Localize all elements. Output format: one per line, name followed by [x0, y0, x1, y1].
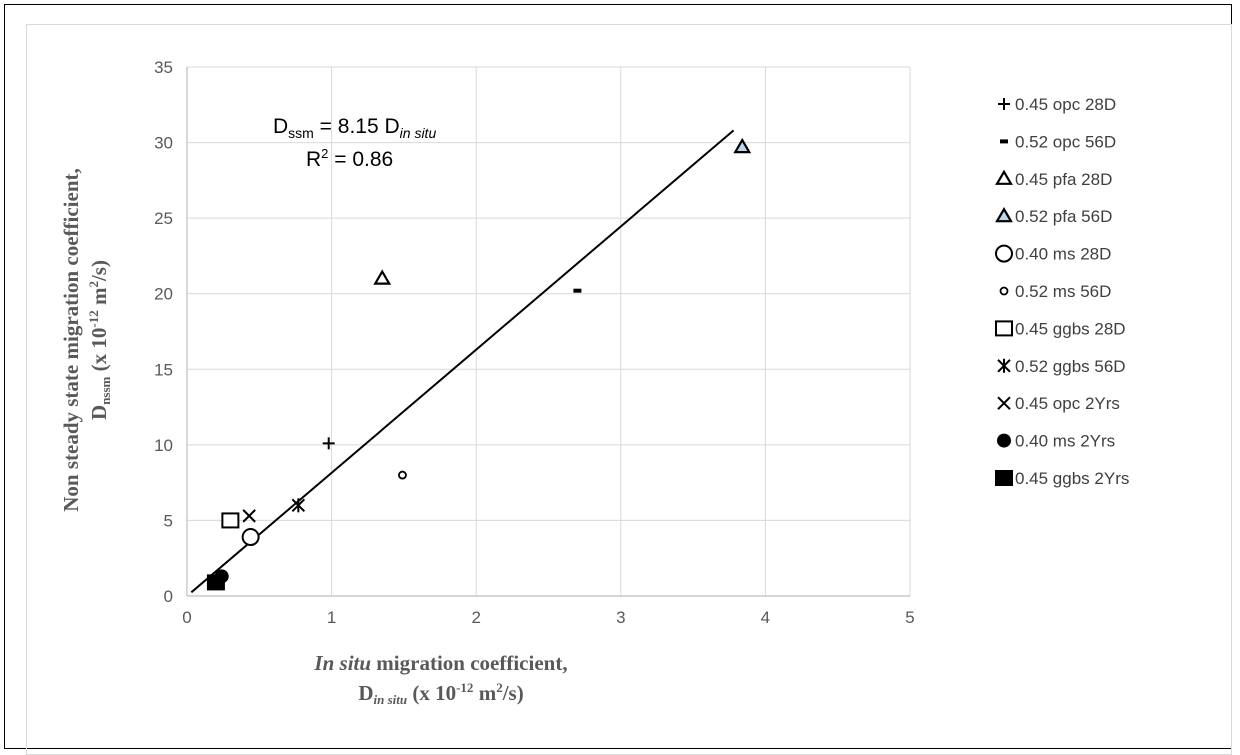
legend-item: 0.40 ms 2Yrs	[997, 432, 1115, 451]
y-tick-label: 10	[154, 436, 173, 455]
equation-sub: ssm	[288, 125, 314, 141]
legend-marker	[995, 320, 1013, 337]
legend-label: 0.52 pfa 56D	[1015, 207, 1112, 226]
legend-marker	[995, 244, 1013, 263]
legend-label: 0.45 opc 2Yrs	[1015, 394, 1120, 413]
legend-marker	[997, 396, 1011, 410]
gridlines	[187, 66, 911, 596]
y-tick-labels: 0 5 10 15 20 25 30 35	[154, 58, 173, 606]
legend-item: 0.40 ms 28D	[995, 244, 1111, 264]
legend-label: 0.52 opc 56D	[1015, 132, 1116, 151]
equation-main: D	[273, 115, 288, 138]
data-point	[221, 512, 240, 529]
x-tick-label: 5	[905, 608, 914, 627]
legend-item: 0.52 pfa 56D	[995, 207, 1112, 226]
legend-label: 0.45 ggbs 28D	[1015, 319, 1126, 338]
trendline-equation: Dssm = 8.15 Din situ	[273, 115, 436, 141]
y-tick-label: 35	[154, 58, 173, 77]
legend-label: 0.45 ggbs 2Yrs	[1015, 469, 1129, 488]
x-axis-title-line1: In situ migration coefficient,	[313, 651, 567, 675]
data-point	[241, 528, 260, 547]
data-point	[206, 574, 225, 591]
legend-item: 0.45 opc 28D	[998, 95, 1116, 114]
axes	[186, 67, 910, 597]
x-tick-label: 4	[761, 608, 770, 627]
y-tick-label: 15	[154, 360, 173, 379]
legend-item: 0.52 ms 56D	[999, 282, 1111, 301]
x-tick-label: 1	[327, 608, 336, 627]
legend-item: 0.45 ggbs 28D	[995, 319, 1126, 338]
trendline	[190, 129, 735, 594]
legend-marker	[997, 433, 1011, 448]
trendline-r2: R2 = 0.86	[306, 146, 393, 171]
data-point	[322, 437, 335, 450]
legend: 0.45 opc 28D 0.52 opc 56D 0.45 pfa 28D 0.52…	[995, 95, 1129, 488]
x-tick-label: 3	[616, 608, 625, 627]
x-tick-labels: 0 1 2 3 4 5	[182, 608, 914, 627]
legend-item: 0.45 pfa 28D	[995, 169, 1112, 189]
legend-marker	[997, 358, 1011, 373]
data-point	[733, 137, 752, 154]
data-point	[291, 498, 306, 513]
y-tick-label: 25	[154, 209, 173, 228]
r2-main: R	[306, 148, 321, 171]
data-point	[573, 288, 582, 293]
legend-label: 0.52 ms 56D	[1015, 282, 1111, 301]
data-points	[206, 137, 752, 591]
y-axis-title-line2: Dnssm (x 10-12 m2/s)	[86, 260, 113, 420]
legend-item: 0.45 opc 2Yrs	[997, 394, 1120, 413]
y-tick-label: 30	[154, 134, 173, 153]
r2-sup: 2	[321, 146, 328, 161]
y-tick-label: 0	[164, 587, 173, 606]
legend-marker	[995, 169, 1013, 185]
r2-rest: = 0.86	[328, 148, 393, 171]
equation-sub2: in situ	[400, 125, 437, 141]
y-axis-title-line1: Non steady state migration coefficient,	[59, 168, 83, 512]
y-tick-label: 20	[154, 285, 173, 304]
legend-label: 0.45 pfa 28D	[1015, 170, 1112, 189]
data-point	[242, 509, 256, 523]
y-tick-label: 5	[164, 511, 173, 530]
legend-marker	[999, 286, 1009, 296]
legend-item: 0.52 ggbs 56D	[997, 357, 1126, 376]
x-tick-label: 2	[471, 608, 480, 627]
x-axis-title-line2: Din situ (x 10-12 m2/s)	[358, 680, 523, 707]
legend-marker	[1000, 139, 1008, 144]
legend-label: 0.40 ms 2Yrs	[1015, 432, 1115, 451]
legend-label: 0.52 ggbs 56D	[1015, 357, 1126, 376]
y-axis-title: Non steady state migration coefficient, …	[59, 168, 113, 512]
legend-marker	[995, 470, 1013, 486]
legend-marker	[998, 98, 1010, 110]
data-point	[373, 269, 392, 285]
legend-item: 0.52 opc 56D	[1000, 132, 1116, 151]
legend-marker	[995, 207, 1013, 223]
trendline-group	[190, 129, 735, 594]
x-tick-label: 0	[182, 608, 191, 627]
legend-item: 0.45 ggbs 2Yrs	[995, 469, 1129, 488]
legend-label: 0.45 opc 28D	[1015, 95, 1116, 114]
legend-label: 0.40 ms 28D	[1015, 245, 1111, 264]
data-point	[398, 470, 407, 480]
equation-mid: = 8.15 D	[314, 115, 400, 138]
